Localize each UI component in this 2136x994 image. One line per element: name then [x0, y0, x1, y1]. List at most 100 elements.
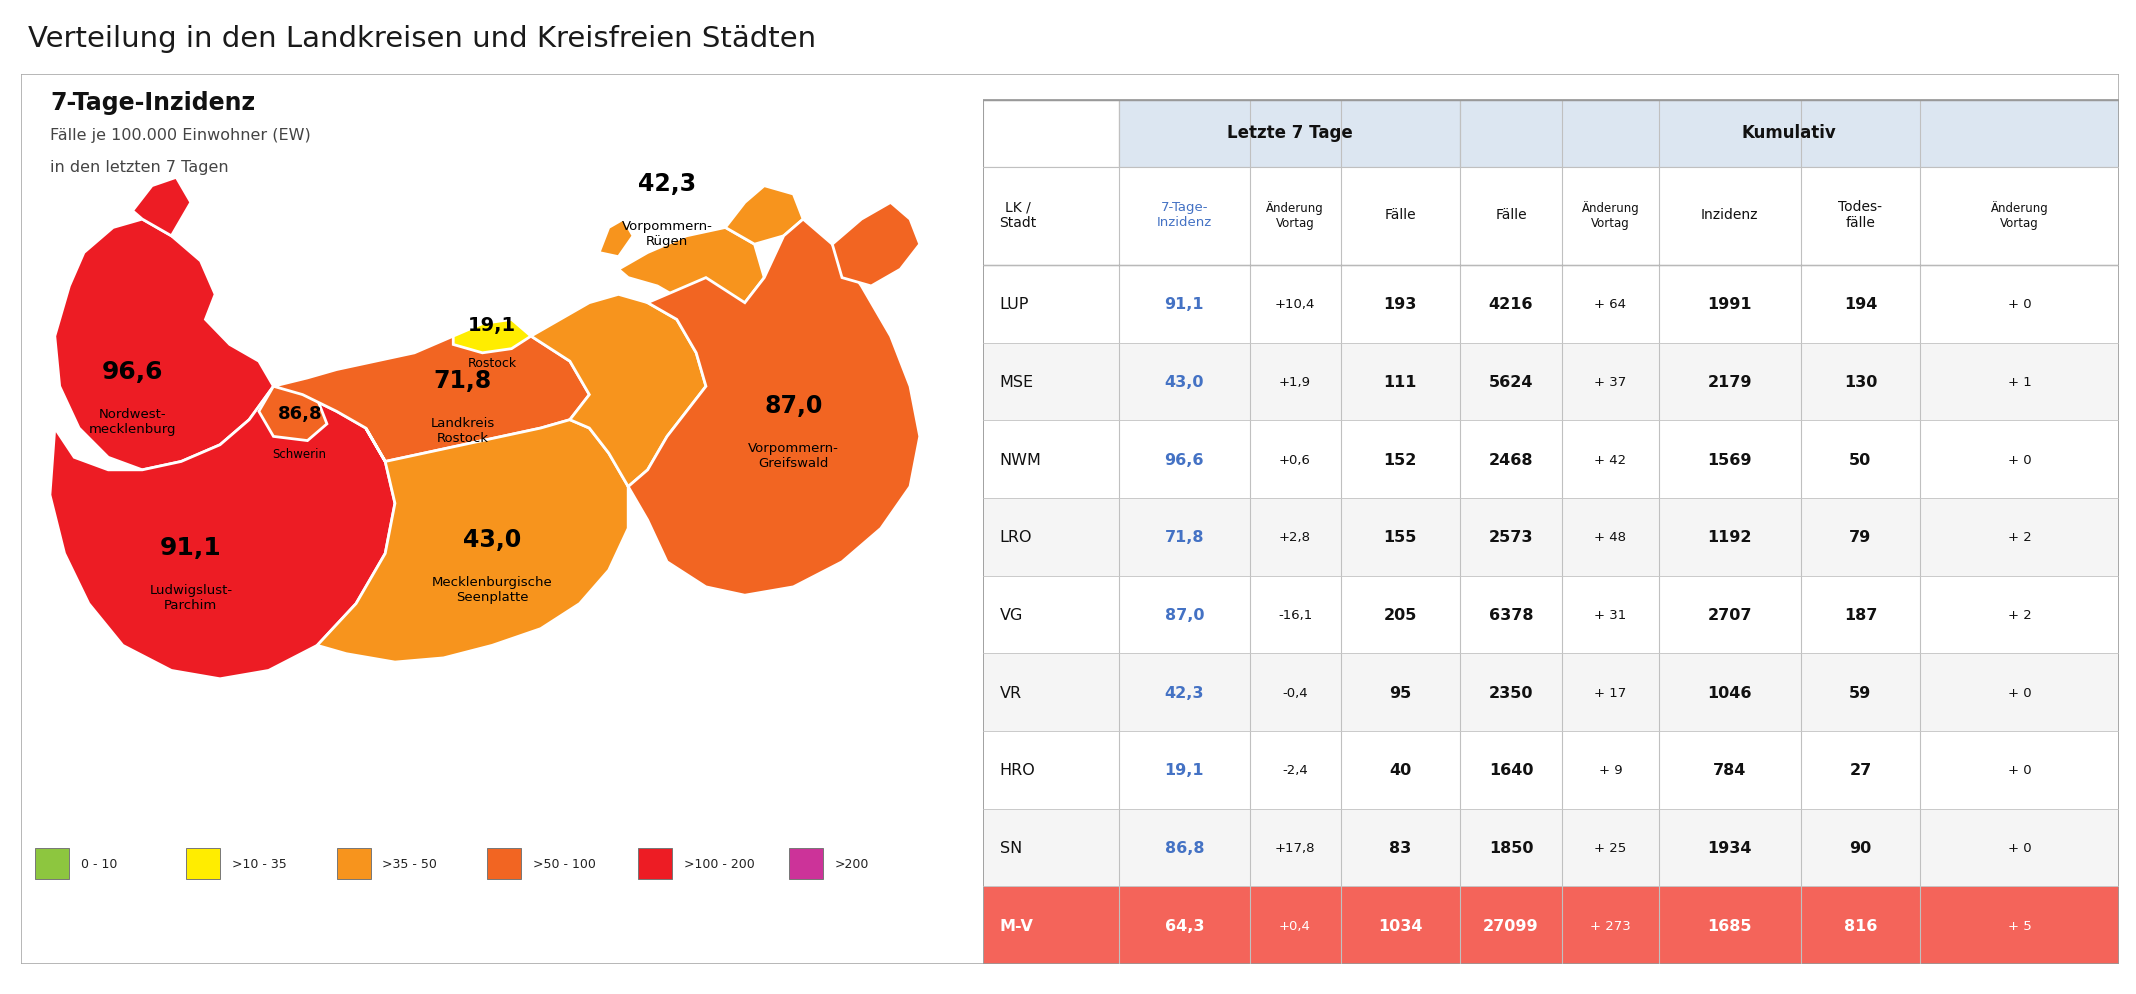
Text: VG: VG	[1000, 607, 1023, 622]
Text: 96,6: 96,6	[1164, 452, 1205, 467]
Text: 4216: 4216	[1489, 297, 1534, 312]
Bar	[983, 887, 2119, 964]
Text: 1850: 1850	[1489, 840, 1534, 855]
Text: 2350: 2350	[1489, 685, 1534, 700]
Text: + 25: + 25	[1593, 841, 1625, 854]
Text: HRO: HRO	[1000, 762, 1036, 777]
Text: 193: 193	[1384, 297, 1416, 312]
Text: Mecklenburgische
Seenplatte: Mecklenburgische Seenplatte	[431, 575, 553, 603]
Text: 86,8: 86,8	[278, 405, 323, 422]
Text: VR: VR	[1000, 685, 1021, 700]
Polygon shape	[619, 229, 765, 312]
Text: + 17: + 17	[1593, 686, 1625, 699]
Bar	[983, 101, 1119, 168]
Text: >35 - 50: >35 - 50	[382, 857, 438, 870]
Text: 96,6: 96,6	[103, 360, 162, 384]
Text: -2,4: -2,4	[1282, 763, 1307, 776]
Text: 1192: 1192	[1707, 530, 1752, 545]
Text: 130: 130	[1843, 375, 1878, 390]
Text: 1034: 1034	[1378, 917, 1423, 933]
Text: +1,9: +1,9	[1279, 376, 1312, 389]
Bar	[487, 848, 521, 880]
Text: 86,8: 86,8	[1164, 840, 1205, 855]
Text: Vorpommern-
Greifswald: Vorpommern- Greifswald	[748, 441, 839, 469]
Bar	[983, 732, 2119, 809]
Text: 5624: 5624	[1489, 375, 1534, 390]
Text: Vorpommern-
Rügen: Vorpommern- Rügen	[622, 220, 713, 248]
Text: 95: 95	[1388, 685, 1412, 700]
Text: +0,4: +0,4	[1279, 918, 1312, 932]
Bar	[983, 343, 2119, 421]
Polygon shape	[453, 320, 532, 354]
FancyBboxPatch shape	[21, 75, 2119, 964]
Text: 87,0: 87,0	[1164, 607, 1205, 622]
Text: Fälle je 100.000 Einwohner (EW): Fälle je 100.000 Einwohner (EW)	[49, 128, 310, 143]
Text: Verteilung in den Landkreisen und Kreisfreien Städten: Verteilung in den Landkreisen und Kreisf…	[28, 25, 816, 53]
Text: Fälle: Fälle	[1384, 208, 1416, 222]
Text: Ludwigslust-
Parchim: Ludwigslust- Parchim	[150, 583, 233, 611]
Text: 1640: 1640	[1489, 762, 1534, 777]
Text: >10 - 35: >10 - 35	[231, 857, 286, 870]
Text: 90: 90	[1850, 840, 1871, 855]
Text: 2468: 2468	[1489, 452, 1534, 467]
Text: 64,3: 64,3	[1164, 917, 1205, 933]
Text: + 0: + 0	[2008, 453, 2031, 466]
Text: 79: 79	[1850, 530, 1871, 545]
Text: +10,4: +10,4	[1275, 298, 1316, 311]
Text: 1685: 1685	[1707, 917, 1752, 933]
Text: + 31: + 31	[1593, 608, 1625, 621]
Text: +17,8: +17,8	[1275, 841, 1316, 854]
Text: 42,3: 42,3	[1164, 685, 1205, 700]
Bar	[186, 848, 220, 880]
Text: 19,1: 19,1	[468, 315, 517, 335]
Bar	[36, 848, 68, 880]
Bar	[983, 809, 2119, 887]
Polygon shape	[273, 328, 590, 462]
Text: 2707: 2707	[1707, 607, 1752, 622]
Text: Änderung
Vortag: Änderung Vortag	[1267, 201, 1324, 230]
Text: M-V: M-V	[1000, 917, 1034, 933]
Polygon shape	[132, 178, 190, 237]
Text: Fälle: Fälle	[1495, 208, 1527, 222]
Text: 205: 205	[1384, 607, 1416, 622]
Text: + 42: + 42	[1593, 453, 1625, 466]
Polygon shape	[726, 187, 803, 245]
Text: MSE: MSE	[1000, 375, 1034, 390]
Polygon shape	[318, 420, 628, 662]
Polygon shape	[258, 383, 327, 441]
Text: +2,8: +2,8	[1279, 531, 1312, 544]
Polygon shape	[532, 295, 707, 487]
Bar	[983, 265, 2119, 343]
Text: 43,0: 43,0	[1164, 375, 1205, 390]
Text: 6378: 6378	[1489, 607, 1534, 622]
Text: 1934: 1934	[1707, 840, 1752, 855]
Bar	[788, 848, 822, 880]
Text: NWM: NWM	[1000, 452, 1042, 467]
Text: >100 - 200: >100 - 200	[684, 857, 754, 870]
Text: Rostock: Rostock	[468, 357, 517, 370]
Bar	[983, 654, 2119, 732]
Text: 0 - 10: 0 - 10	[81, 857, 117, 870]
Text: 87,0: 87,0	[765, 394, 822, 417]
Text: Änderung
Vortag: Änderung Vortag	[1581, 201, 1638, 230]
Text: 91,1: 91,1	[160, 536, 222, 560]
Text: Änderung
Vortag: Änderung Vortag	[1991, 201, 2048, 230]
Text: + 37: + 37	[1593, 376, 1625, 389]
Text: LUP: LUP	[1000, 297, 1030, 312]
Text: 59: 59	[1850, 685, 1871, 700]
Text: + 9: + 9	[1598, 763, 1621, 776]
Text: Nordwest-
mecklenburg: Nordwest- mecklenburg	[90, 408, 177, 436]
Text: >200: >200	[835, 857, 869, 870]
Bar	[1459, 101, 2119, 168]
Text: + 273: + 273	[1589, 918, 1630, 932]
Text: 50: 50	[1850, 452, 1871, 467]
Text: + 0: + 0	[2008, 841, 2031, 854]
Bar	[983, 421, 2119, 499]
Text: + 2: + 2	[2008, 608, 2031, 621]
Text: 1046: 1046	[1707, 685, 1752, 700]
Text: -16,1: -16,1	[1277, 608, 1312, 621]
Text: 155: 155	[1384, 530, 1416, 545]
Text: Schwerin: Schwerin	[273, 447, 327, 460]
Bar	[337, 848, 372, 880]
Text: 784: 784	[1713, 762, 1747, 777]
